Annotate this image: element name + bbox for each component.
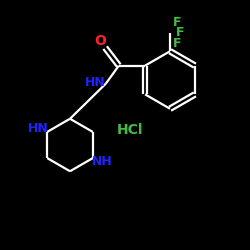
- Text: NH: NH: [92, 155, 112, 168]
- Text: HN: HN: [85, 76, 106, 89]
- Text: HCl: HCl: [117, 123, 143, 137]
- Text: HN: HN: [28, 122, 48, 134]
- Text: F: F: [173, 16, 182, 28]
- Text: O: O: [95, 34, 106, 48]
- Text: F: F: [173, 36, 182, 50]
- Text: F: F: [176, 26, 185, 39]
